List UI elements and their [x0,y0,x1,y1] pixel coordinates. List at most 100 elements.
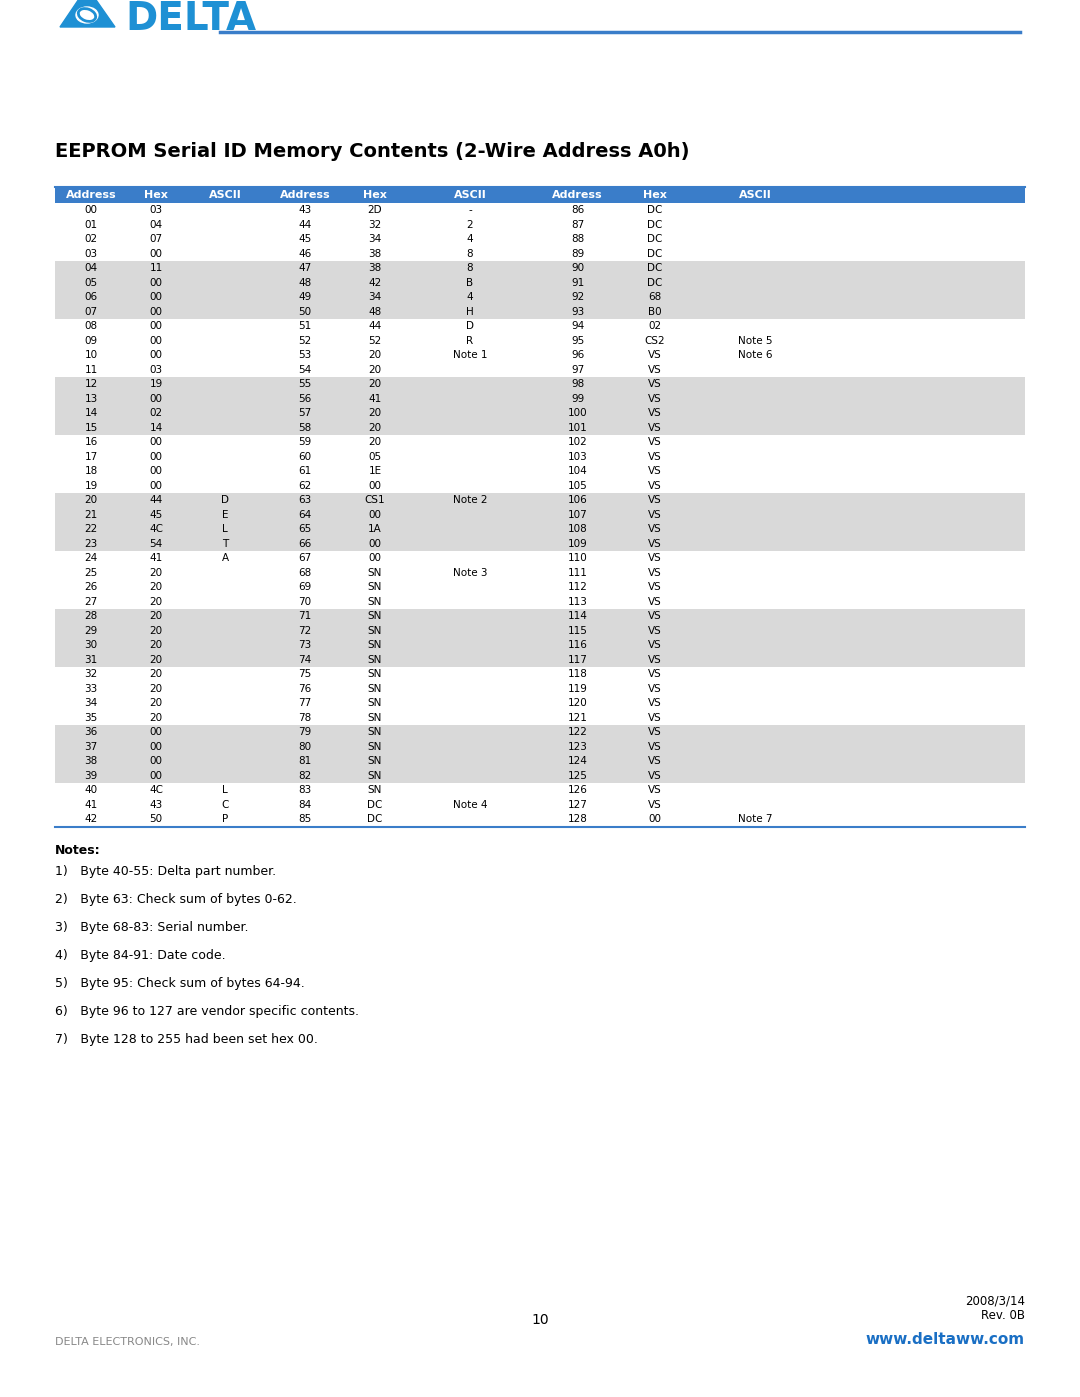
Text: 20: 20 [149,612,163,622]
Ellipse shape [76,7,98,22]
Text: VS: VS [648,496,662,506]
Text: 57: 57 [298,408,312,418]
Text: DC: DC [647,249,663,258]
Text: VS: VS [648,583,662,592]
Bar [55,261,1025,275]
Text: DC: DC [647,205,663,215]
Text: 04: 04 [149,219,163,229]
Text: 65: 65 [298,524,312,534]
Text: Address: Address [280,190,330,200]
Text: 67: 67 [298,553,312,563]
Text: 8: 8 [467,263,473,274]
Text: 44: 44 [149,496,163,506]
Text: 76: 76 [298,683,312,694]
Text: 11: 11 [84,365,97,374]
Text: 00: 00 [149,481,162,490]
Text: 00: 00 [149,467,162,476]
Text: 00: 00 [368,481,381,490]
Text: 51: 51 [298,321,312,331]
Text: 111: 111 [568,567,588,578]
Text: 00: 00 [84,205,97,215]
Text: 20: 20 [368,423,381,433]
Bar [55,305,1025,319]
Text: VS: VS [648,626,662,636]
Text: 7) Byte 128 to 255 had been set hex 00.: 7) Byte 128 to 255 had been set hex 00. [55,1032,318,1045]
Text: VS: VS [648,597,662,606]
Text: 4: 4 [467,235,473,244]
Text: 14: 14 [149,423,163,433]
Text: 60: 60 [298,451,311,462]
Text: 30: 30 [84,640,97,650]
Text: 37: 37 [84,742,97,752]
Text: VS: VS [648,423,662,433]
Text: www.deltaww.com: www.deltaww.com [866,1331,1025,1347]
Text: 24: 24 [84,553,97,563]
Text: 00: 00 [149,278,162,288]
Text: 74: 74 [298,655,312,665]
Text: VS: VS [648,683,662,694]
Text: ASCII: ASCII [739,190,771,200]
Text: DC: DC [367,799,382,810]
Text: Note 5: Note 5 [738,335,772,345]
Text: 6) Byte 96 to 127 are vendor specific contents.: 6) Byte 96 to 127 are vendor specific co… [55,1004,359,1017]
Text: 32: 32 [84,669,97,679]
Text: 00: 00 [149,351,162,360]
Text: 00: 00 [149,335,162,345]
Text: 52: 52 [368,335,381,345]
Text: B0: B0 [648,307,662,317]
Text: 41: 41 [84,799,97,810]
Text: 20: 20 [149,712,163,722]
Text: 18: 18 [84,467,97,476]
Text: 66: 66 [298,539,312,549]
Text: 2) Byte 63: Check sum of bytes 0-62.: 2) Byte 63: Check sum of bytes 0-62. [55,893,297,905]
Text: 89: 89 [571,249,584,258]
Text: R: R [467,335,473,345]
Text: 2D: 2D [367,205,382,215]
Text: 113: 113 [568,597,588,606]
Text: SN: SN [368,612,382,622]
Text: 07: 07 [84,307,97,317]
Text: VS: VS [648,481,662,490]
Text: DELTA: DELTA [125,0,256,38]
Text: 99: 99 [571,394,584,404]
Text: VS: VS [648,524,662,534]
Text: 121: 121 [568,712,588,722]
Text: Note 2: Note 2 [453,496,487,506]
Text: DC: DC [367,814,382,824]
Text: 126: 126 [568,785,588,795]
Text: 79: 79 [298,728,312,738]
Text: 112: 112 [568,583,588,592]
Text: SN: SN [368,640,382,650]
Text: 20: 20 [368,437,381,447]
Text: 20: 20 [368,351,381,360]
Text: SN: SN [368,785,382,795]
Text: 13: 13 [84,394,97,404]
Text: 73: 73 [298,640,312,650]
Bar [55,638,1025,652]
Text: SN: SN [368,655,382,665]
Text: Note 6: Note 6 [738,351,772,360]
Text: 59: 59 [298,437,312,447]
Text: 34: 34 [84,698,97,708]
Text: 53: 53 [298,351,312,360]
Text: L: L [222,524,228,534]
Text: 38: 38 [84,756,97,766]
Text: 27: 27 [84,597,97,606]
Text: 20: 20 [368,365,381,374]
Text: 42: 42 [368,278,381,288]
Text: 00: 00 [149,394,162,404]
Text: 09: 09 [84,335,97,345]
Text: L: L [222,785,228,795]
Text: 83: 83 [298,785,312,795]
Text: VS: VS [648,408,662,418]
Text: 69: 69 [298,583,312,592]
Text: 114: 114 [568,612,588,622]
Text: 20: 20 [149,655,163,665]
Text: 48: 48 [368,307,381,317]
Text: 90: 90 [571,263,584,274]
Text: 20: 20 [368,408,381,418]
Bar [55,187,1025,203]
Text: 107: 107 [568,510,588,520]
Text: VS: VS [648,539,662,549]
Text: 97: 97 [571,365,584,374]
